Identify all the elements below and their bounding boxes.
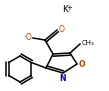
Text: ⁻O: ⁻O bbox=[22, 33, 32, 42]
Text: O: O bbox=[59, 24, 65, 33]
Text: CH₃: CH₃ bbox=[82, 40, 95, 46]
Text: O: O bbox=[79, 60, 85, 69]
Text: N: N bbox=[59, 74, 65, 83]
Text: K: K bbox=[62, 5, 68, 14]
Text: +: + bbox=[67, 5, 72, 11]
